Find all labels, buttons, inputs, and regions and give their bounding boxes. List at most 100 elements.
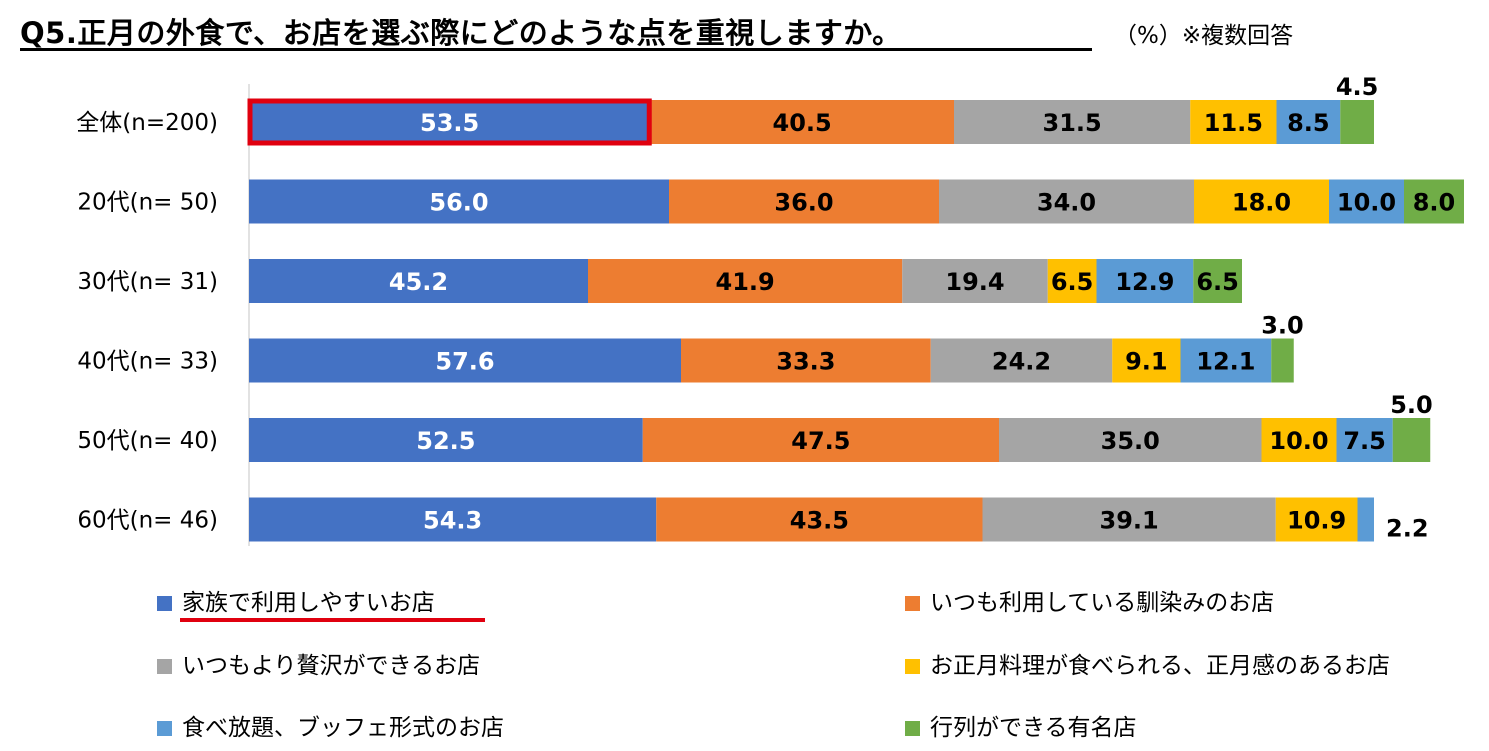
data-label: 3.0 bbox=[1261, 312, 1304, 340]
legend-label: 食べ放題、ブッフェ形式のお店 bbox=[182, 715, 504, 741]
data-label: 9.1 bbox=[1125, 348, 1168, 376]
data-label: 40.5 bbox=[773, 109, 832, 137]
legend-swatch bbox=[157, 595, 172, 611]
category-label: 50代(n= 40) bbox=[77, 428, 218, 454]
bar-segment bbox=[1180, 338, 1272, 383]
bar-segment bbox=[656, 497, 983, 542]
bar-segment bbox=[650, 100, 954, 144]
data-label: 53.5 bbox=[420, 109, 479, 137]
data-label: 5.0 bbox=[1390, 391, 1433, 419]
bar-segment bbox=[249, 338, 681, 383]
bar-segment bbox=[1276, 100, 1341, 144]
data-label: 10.0 bbox=[1337, 189, 1396, 217]
bar-segment bbox=[1047, 259, 1097, 303]
bar-segment bbox=[1190, 100, 1277, 144]
data-label: 39.1 bbox=[1100, 507, 1159, 535]
bar-segment bbox=[249, 418, 643, 462]
data-label: 24.2 bbox=[992, 348, 1051, 376]
data-label: 19.4 bbox=[945, 268, 1004, 296]
legend-swatch bbox=[905, 720, 920, 736]
category-label: 20代(n= 50) bbox=[77, 190, 218, 216]
legend-swatch bbox=[157, 720, 172, 736]
data-label: 8.5 bbox=[1287, 109, 1330, 137]
data-label: 41.9 bbox=[716, 268, 775, 296]
bar-segment bbox=[249, 497, 657, 542]
legend-swatch bbox=[905, 658, 920, 674]
bar-segment bbox=[1392, 418, 1431, 462]
legend-item: いつも利用している馴染みのお店 bbox=[905, 585, 1275, 616]
data-label: 6.5 bbox=[1051, 268, 1094, 296]
bar-segment bbox=[249, 259, 588, 303]
bar-segment bbox=[939, 179, 1194, 224]
data-label: 31.5 bbox=[1043, 109, 1102, 137]
category-label: 60代(n= 46) bbox=[77, 508, 218, 534]
legend-label: お正月料理が食べられる、正月感のあるお店 bbox=[930, 653, 1390, 679]
legend-item: いつもより贅沢ができるお店 bbox=[157, 648, 481, 679]
data-label: 35.0 bbox=[1101, 427, 1160, 455]
bar-segment bbox=[681, 338, 931, 383]
legend-label: いつも利用している馴染みのお店 bbox=[930, 590, 1275, 616]
data-label: 54.3 bbox=[423, 507, 482, 535]
data-label: 12.9 bbox=[1115, 268, 1174, 296]
bar-segment bbox=[902, 259, 1048, 303]
bar-segment bbox=[1261, 418, 1337, 462]
category-label: 40代(n= 33) bbox=[77, 349, 218, 375]
bar-segment bbox=[954, 100, 1191, 144]
legend-label: 行列ができる有名店 bbox=[930, 715, 1137, 741]
highlight-box bbox=[247, 98, 652, 146]
bar-segment bbox=[1357, 497, 1374, 542]
data-label: 34.0 bbox=[1037, 189, 1096, 217]
title-underline bbox=[20, 48, 1092, 51]
bar-segment bbox=[1329, 179, 1404, 224]
legend-swatch bbox=[905, 595, 920, 611]
data-label: 8.0 bbox=[1413, 189, 1456, 217]
data-label: 18.0 bbox=[1232, 189, 1291, 217]
bar-segment bbox=[1404, 179, 1464, 224]
legend-item: 食べ放題、ブッフェ形式のお店 bbox=[157, 710, 504, 741]
data-label: 12.1 bbox=[1196, 348, 1255, 376]
bar-segment bbox=[982, 497, 1276, 542]
data-label: 2.2 bbox=[1386, 515, 1429, 543]
data-label: 10.9 bbox=[1287, 507, 1346, 535]
bar-segment bbox=[999, 418, 1262, 462]
bar-segment bbox=[1275, 497, 1358, 542]
data-label: 10.0 bbox=[1269, 427, 1328, 455]
legend-swatch bbox=[157, 658, 172, 674]
data-label: 33.3 bbox=[776, 348, 835, 376]
bar-segment bbox=[249, 179, 669, 224]
bar-segment bbox=[1340, 100, 1374, 144]
unit-note: （%）※複数回答 bbox=[1114, 23, 1294, 49]
legend-highlight-underline bbox=[180, 618, 485, 622]
chart-title: Q5.正月の外食で、お店を選ぶ際にどのような点を重視しますか。 bbox=[20, 16, 902, 50]
legend-item: 行列ができる有名店 bbox=[905, 710, 1137, 741]
bar-segment bbox=[642, 418, 999, 462]
bar-segment bbox=[1112, 338, 1181, 383]
bar-segment bbox=[1271, 338, 1294, 383]
bar-segment bbox=[930, 338, 1113, 383]
bar-segment bbox=[1194, 179, 1329, 224]
data-label: 36.0 bbox=[774, 189, 833, 217]
data-label: 57.6 bbox=[435, 348, 494, 376]
bar-segment bbox=[249, 100, 651, 144]
legend-label: いつもより贅沢ができるお店 bbox=[182, 653, 481, 679]
data-label: 11.5 bbox=[1204, 109, 1263, 137]
data-label: 43.5 bbox=[790, 507, 849, 535]
category-label: 30代(n= 31) bbox=[77, 269, 218, 295]
bar-segment bbox=[669, 179, 939, 224]
legend-item: お正月料理が食べられる、正月感のあるお店 bbox=[905, 648, 1390, 679]
data-label: 45.2 bbox=[389, 268, 448, 296]
legend-label: 家族で利用しやすいお店 bbox=[182, 590, 435, 616]
bar-segment bbox=[588, 259, 903, 303]
data-label: 6.5 bbox=[1196, 268, 1239, 296]
category-label: 全体(n=200) bbox=[76, 110, 218, 136]
bar-segment bbox=[1336, 418, 1393, 462]
data-label: 52.5 bbox=[416, 427, 475, 455]
data-label: 7.5 bbox=[1343, 427, 1386, 455]
data-label: 4.5 bbox=[1336, 73, 1379, 101]
data-label: 47.5 bbox=[791, 427, 850, 455]
legend-item: 家族で利用しやすいお店 bbox=[157, 585, 435, 616]
bar-segment bbox=[1096, 259, 1194, 303]
bar-segment bbox=[1193, 259, 1242, 303]
data-label: 56.0 bbox=[429, 189, 488, 217]
